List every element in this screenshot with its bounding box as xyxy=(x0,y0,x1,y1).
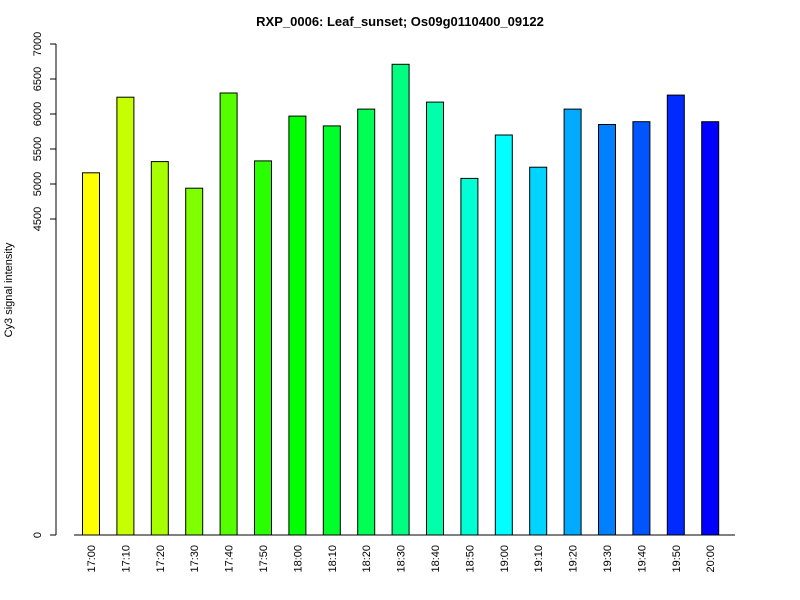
bar-1950 xyxy=(666,94,685,536)
x-tick-label: 19:20 xyxy=(568,545,580,573)
x-tick-label: 17:50 xyxy=(258,545,270,573)
x-tick-label: 18:30 xyxy=(396,545,408,573)
bar-1700 xyxy=(82,172,100,536)
y-axis: 0 4500 5000 5500 6000 6500 7000 xyxy=(32,32,57,538)
bars-group xyxy=(82,63,720,536)
y-axis-label: Cy3 signal intensity xyxy=(3,242,15,337)
x-tick-label: 19:30 xyxy=(602,545,614,573)
bar-1840 xyxy=(426,101,444,536)
bar-1910 xyxy=(529,166,548,536)
bar-1850 xyxy=(460,177,479,536)
x-tick-label: 18:10 xyxy=(327,545,339,573)
x-tick-label: 19:40 xyxy=(636,545,648,573)
x-tick-label: 17:30 xyxy=(189,545,201,573)
x-tick-label: 19:10 xyxy=(533,545,545,573)
y-tick-label: 0 xyxy=(32,532,44,538)
bar-1830 xyxy=(391,63,410,536)
x-tick-label: 20:00 xyxy=(705,545,717,573)
bar-1930 xyxy=(598,124,616,536)
x-tick-label: 18:20 xyxy=(361,545,373,573)
bar-1900 xyxy=(494,134,513,536)
bar-1920 xyxy=(563,108,582,536)
y-tick-label: 5500 xyxy=(32,137,44,161)
x-tick-label: 17:20 xyxy=(155,545,167,573)
x-tick-label: 17:10 xyxy=(120,545,132,573)
bar-1730 xyxy=(185,187,204,536)
bar-1710 xyxy=(116,96,135,536)
chart-title: RXP_0006: Leaf_sunset; Os09g0110400_0912… xyxy=(256,14,544,29)
x-tick-label: 17:40 xyxy=(224,545,236,573)
bar-1720 xyxy=(150,161,169,536)
x-tick-label: 18:00 xyxy=(292,545,304,573)
bar-1800 xyxy=(288,115,307,536)
bar-1810 xyxy=(322,125,341,536)
x-tick-label: 17:00 xyxy=(86,545,98,573)
bar-1820 xyxy=(357,108,376,536)
x-axis: 17:00 17:10 17:20 17:30 17:40 17:50 18:00 18:10… xyxy=(74,534,735,573)
bar-1750 xyxy=(254,160,272,536)
bar-1740 xyxy=(219,92,238,536)
bar-1940 xyxy=(632,121,651,536)
y-tick-label: 6500 xyxy=(32,67,44,91)
x-tick-label: 19:50 xyxy=(671,545,683,573)
y-tick-label: 5000 xyxy=(32,172,44,196)
y-tick-label: 6000 xyxy=(32,102,44,126)
bar-2000 xyxy=(701,121,720,536)
x-tick-label: 18:40 xyxy=(430,545,442,573)
y-tick-label: 4500 xyxy=(32,207,44,231)
x-tick-label: 19:00 xyxy=(499,545,511,573)
x-tick-label: 18:50 xyxy=(464,545,476,573)
y-tick-label: 7000 xyxy=(32,32,44,56)
